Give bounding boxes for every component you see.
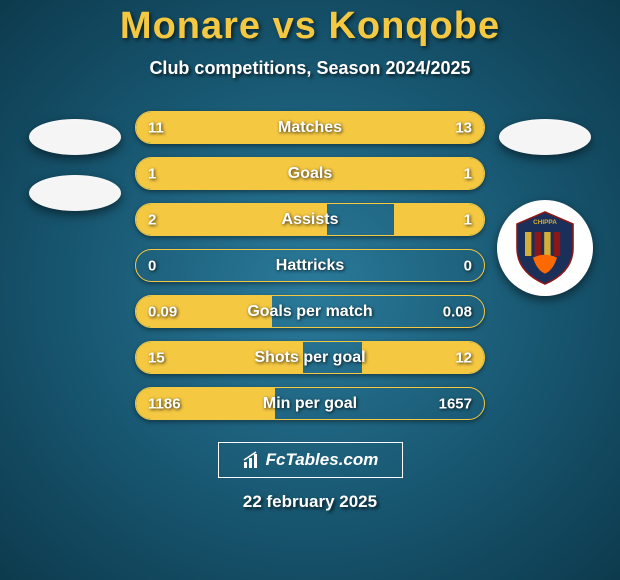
- club-badge: CHIPPA: [497, 200, 593, 296]
- stat-value-left: 15: [148, 349, 165, 366]
- stat-value-left: 0: [148, 257, 156, 274]
- stat-label: Hattricks: [276, 257, 344, 275]
- stat-row: 1186 Min per goal 1657: [135, 387, 485, 420]
- stat-label: Assists: [282, 211, 339, 229]
- stat-value-left: 11: [148, 119, 164, 136]
- stats-column: 11Matches131Goals12Assists10Hattricks00.…: [135, 111, 485, 420]
- stats-area: 11Matches131Goals12Assists10Hattricks00.…: [0, 111, 620, 420]
- stat-label: Goals per match: [247, 303, 372, 321]
- player-badge-placeholder: [499, 119, 591, 155]
- stat-value-right: 1: [464, 165, 472, 182]
- stat-value-right: 13: [455, 119, 472, 136]
- stat-fill-left: [136, 158, 310, 189]
- chart-icon: [242, 450, 262, 470]
- stat-label: Shots per goal: [254, 349, 365, 367]
- stat-value-left: 1: [148, 165, 156, 182]
- stat-row: 15 Shots per goal 12: [135, 341, 485, 374]
- stat-row: 0 Hattricks 0: [135, 249, 485, 282]
- stat-value-right: 12: [455, 349, 472, 366]
- svg-text:CHIPPA: CHIPPA: [533, 219, 557, 226]
- stat-value-right: 1: [464, 211, 472, 228]
- stat-value-left: 1186: [148, 395, 181, 412]
- stat-value-right: 0: [464, 257, 472, 274]
- club-badge-placeholder: [29, 175, 121, 211]
- stat-row: 0.09 Goals per match 0.08: [135, 295, 485, 328]
- stat-label: Matches: [278, 119, 342, 137]
- stat-row: 2 Assists 1: [135, 203, 485, 236]
- subtitle: Club competitions, Season 2024/2025: [149, 58, 470, 79]
- stat-label: Goals: [288, 165, 332, 183]
- stat-row: 1 Goals 1: [135, 157, 485, 190]
- stat-row: 11 Matches 13: [135, 111, 485, 144]
- brand-box[interactable]: FcTables.com: [218, 442, 403, 478]
- brand-label: FcTables.com: [242, 450, 379, 470]
- stat-value-right: 1657: [439, 395, 472, 412]
- player-badge-placeholder: [29, 119, 121, 155]
- stat-value-left: 2: [148, 211, 156, 228]
- stat-fill-right: [310, 158, 484, 189]
- left-player-col: [15, 111, 135, 211]
- date-label: 22 february 2025: [243, 492, 377, 512]
- shield-icon: CHIPPA: [505, 208, 585, 288]
- stat-value-left: 0.09: [148, 303, 177, 320]
- stat-label: Min per goal: [263, 395, 357, 413]
- page-title: Monare vs Konqobe: [120, 5, 500, 48]
- right-player-col: CHIPPA: [485, 111, 605, 296]
- stat-value-right: 0.08: [443, 303, 472, 320]
